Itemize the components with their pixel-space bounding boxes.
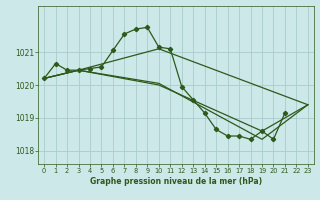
X-axis label: Graphe pression niveau de la mer (hPa): Graphe pression niveau de la mer (hPa) <box>90 177 262 186</box>
